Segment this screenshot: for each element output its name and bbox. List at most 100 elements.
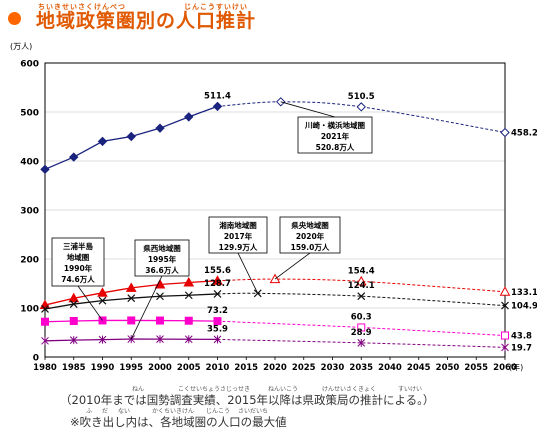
x-tick-label: 2030: [321, 363, 345, 373]
callout-text: 三浦半島: [63, 241, 93, 251]
x-tick-label: 2045: [407, 363, 431, 373]
callout-text: 74.6万人: [61, 275, 95, 284]
grid: [45, 62, 505, 309]
callout-frame: [297, 116, 373, 154]
callout-frame: [51, 237, 105, 287]
x-tick-label: 2005: [177, 363, 201, 373]
callout-text: 県央地域圏: [291, 220, 329, 230]
data-label: 511.4: [204, 91, 231, 101]
callout-text: 520.8万人: [316, 143, 355, 152]
marker-square: [213, 317, 222, 326]
callout-text: 1995年: [148, 254, 177, 264]
page-title: ちいきせいさくけんべつ じんこうすいけい 地域政策圏別の人口推計: [36, 3, 257, 33]
marker-diamond: [69, 152, 79, 162]
marker-diamond: [97, 136, 108, 147]
callout-text: 2020年: [296, 231, 325, 241]
note-source-text: （2010年までは国勢調査実績、2015年以降は県政策局の推計による。）: [60, 393, 435, 407]
y-tick-label: 300: [20, 207, 39, 217]
marker-square: [69, 316, 78, 325]
callout-pointer: [237, 252, 259, 294]
data-label: 28.9: [351, 328, 372, 338]
x-tick-label: 2055: [464, 363, 488, 373]
note2-ruby-4: じんこう: [206, 408, 231, 415]
marker-triangle: [212, 275, 223, 285]
data-label: 458.2: [511, 128, 537, 138]
data-label: 154.4: [348, 266, 375, 276]
series-line-forecast: [217, 101, 506, 133]
marker-x: [357, 292, 366, 301]
callout-pointer: [130, 275, 163, 340]
series-kenou: [39, 273, 511, 310]
callout-text: 地域圏: [67, 252, 90, 262]
data-label: 73.2: [207, 306, 228, 316]
title-ruby-2: じんこうすいけい: [184, 3, 248, 11]
x-tick-label: 2010: [206, 363, 230, 373]
marker-star: [98, 335, 107, 344]
x-tick-label: 2035: [349, 363, 373, 373]
marker-triangle: [355, 275, 367, 286]
marker-diamond: [500, 127, 510, 138]
data-label: 104.9: [511, 302, 537, 312]
note2-ruby-0: ふ: [86, 408, 93, 415]
marker-x: [184, 291, 193, 300]
marker-x: [213, 290, 222, 298]
marker-x: [69, 300, 78, 309]
marker-star: [184, 335, 193, 344]
x-tick-label: 2020: [263, 363, 287, 373]
marker-diamond: [155, 123, 165, 133]
callout-text: 129.9万人: [219, 243, 258, 252]
callout-pointer: [274, 252, 311, 280]
callout-text: 1990年: [64, 263, 93, 273]
marker-star: [213, 335, 222, 344]
y-tick-label: 600: [20, 60, 39, 70]
data-labels-layer: 511.4 510.5 458.2 155.6 154.4 133.1 128.7 124.1…: [204, 91, 537, 353]
y-tick-label: 200: [20, 256, 39, 266]
marker-triangle: [97, 287, 108, 297]
callout-text: 県西地域圏: [143, 243, 181, 253]
population-chart: 0 100 200 300 400 500 600 1980 1985 1990 1995 2000 2…: [10, 42, 537, 373]
note-ruby-3: けんせいさくきょく: [322, 386, 377, 393]
series-miura: [41, 316, 509, 340]
marker-diamond: [356, 102, 366, 112]
x-tick-label: 2050: [436, 363, 460, 373]
note2-ruby-2: ない: [118, 408, 131, 415]
note-ruby-1: こくせいちょうさじっせき: [178, 386, 251, 393]
note2-ruby-3: かくちいきけん: [152, 408, 195, 415]
x-tick-label: 1990: [91, 363, 115, 373]
x-tick-label: 2015: [234, 363, 258, 373]
marker-square: [501, 331, 509, 340]
data-label: 510.5: [348, 92, 375, 102]
marker-square: [184, 316, 193, 325]
marker-star: [501, 343, 509, 352]
x-tick-label: 1985: [62, 363, 86, 373]
y-axis-label: (万人): [10, 42, 32, 51]
callout-pointer: [280, 101, 336, 118]
marker-star: [41, 336, 49, 345]
marker-triangle: [68, 292, 80, 303]
data-label: 60.3: [351, 312, 372, 322]
marker-square: [127, 316, 136, 325]
note2-ruby-5: さいだいち: [238, 408, 269, 415]
data-label: 128.7: [204, 279, 231, 289]
note-callout-text: ※吹き出し内は、各地域圏の人口の最大値: [70, 415, 287, 429]
marker-x: [41, 305, 49, 313]
y-tick-label: 0: [33, 354, 39, 364]
series-line-forecast: [217, 278, 506, 293]
marker-square: [41, 317, 49, 326]
marker-diamond: [184, 112, 194, 122]
data-label: 43.8: [511, 332, 532, 342]
series-kensei: [41, 289, 509, 313]
marker-star: [357, 338, 366, 347]
page-title-text: 地域政策圏別の人口推計: [36, 10, 257, 32]
callout-text: 159.0万人: [291, 243, 330, 252]
marker-triangle: [183, 277, 195, 287]
data-label: 19.7: [511, 343, 532, 353]
x-tick-label: 2025: [292, 363, 316, 373]
x-tick-label: 2000: [148, 363, 172, 373]
data-label: 35.9: [207, 324, 228, 334]
